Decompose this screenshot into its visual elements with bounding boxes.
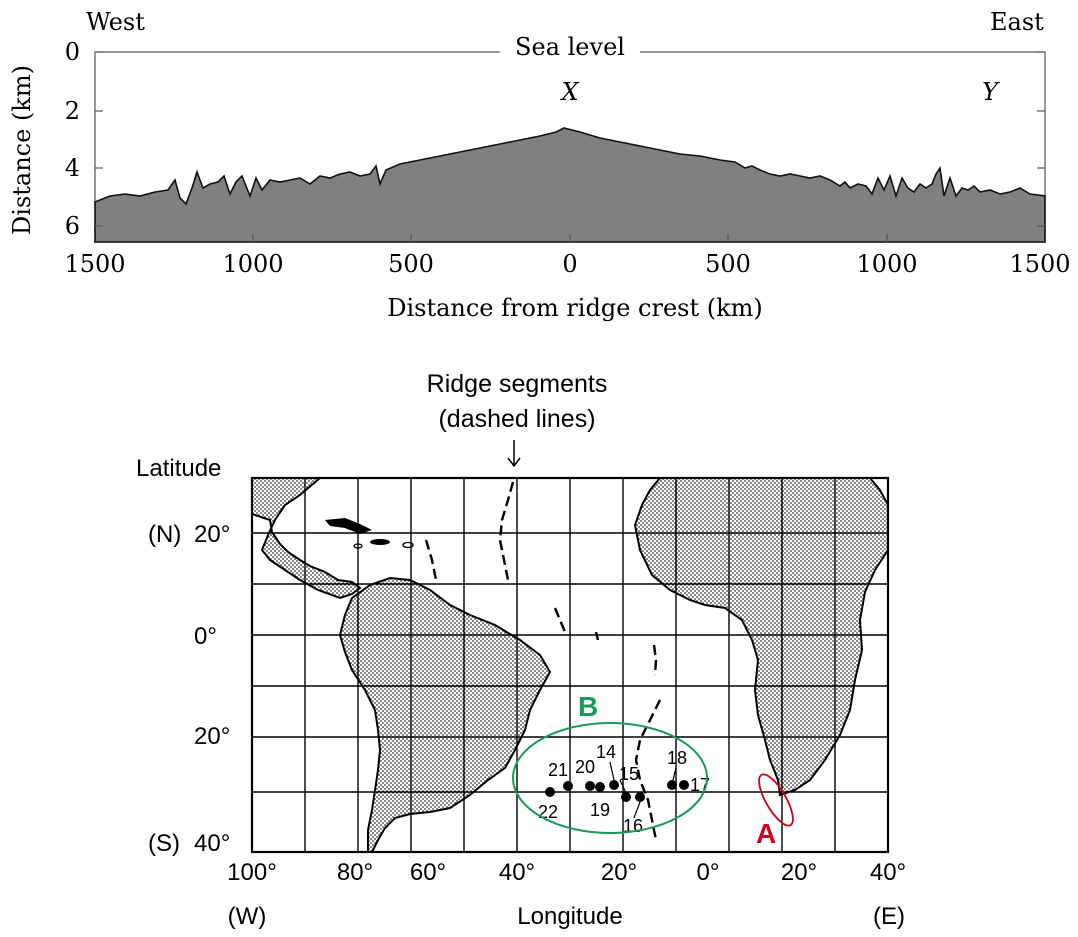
region-a-label: A (756, 818, 776, 849)
x-tick-w500: 500 (388, 250, 434, 278)
east-hemisphere-label: (E) (873, 903, 905, 930)
x-tick-w1000: 1000 (222, 250, 283, 278)
site-label-14: 14 (596, 742, 616, 762)
site-label-20: 20 (575, 757, 595, 777)
x-tick-0: 0 (562, 250, 577, 278)
ridge-segments (424, 481, 662, 841)
lon-tick-0: 0° (697, 859, 720, 886)
hispaniola-island (370, 539, 390, 545)
profile-y-label: Distance (km) (8, 65, 36, 235)
site-label-19: 19 (590, 800, 610, 820)
marker-y: Y (982, 78, 1000, 106)
x-tick-e1000: 1000 (856, 250, 917, 278)
sea-level-gap (500, 46, 640, 58)
lat-tick-0: 0° (194, 623, 217, 650)
ridge-profile-chart: West East Sea level 0 2 4 6 Distance (km… (8, 8, 1071, 322)
site-label-15: 15 (619, 764, 639, 784)
site-label-18: 18 (667, 748, 687, 768)
atlantic-map: Ridge segments (dashed lines) (136, 370, 906, 930)
y-tick-6: 6 (65, 212, 80, 240)
south-label: (S) (148, 830, 180, 857)
x-tick-e500: 500 (705, 250, 751, 278)
caribbean-islands (325, 518, 372, 534)
profile-x-label: Distance from ridge crest (km) (387, 294, 763, 322)
site-dot-22 (545, 787, 555, 797)
map-frame (250, 476, 890, 854)
region-b-ellipse (512, 722, 708, 834)
site-label-21: 21 (548, 760, 568, 780)
ridge-label-line1: Ridge segments (427, 370, 608, 398)
lat-tick-40s: 40° (194, 830, 230, 857)
ridge-label-line2: (dashed lines) (438, 405, 595, 433)
site-dot-19 (595, 782, 605, 792)
longitude-label: Longitude (517, 903, 622, 930)
lon-tick-80w: 80° (337, 859, 373, 886)
lon-tick-60w: 60° (410, 859, 446, 886)
y-tick-2: 2 (65, 97, 80, 125)
west-hemisphere-label: (W) (228, 903, 267, 930)
site-dot-14 (609, 780, 619, 790)
site-dot-15 (621, 792, 631, 802)
x-tick-w1500: 1500 (64, 250, 125, 278)
west-label: West (86, 8, 145, 36)
sample-sites (545, 780, 689, 802)
longitude-ticks: 100° 80° 60° 40° 20° 0° 20° 40° (227, 859, 906, 886)
site-dot-21 (563, 781, 573, 791)
x-tick-e1500: 1500 (1009, 250, 1070, 278)
region-b-label: B (578, 691, 598, 722)
lon-tick-20e: 20° (781, 859, 817, 886)
ridge-pointer-arrow (507, 440, 521, 468)
north-america-landmass (252, 478, 362, 600)
site-leader-lines (609, 761, 677, 819)
latitude-label: Latitude (136, 455, 221, 482)
sea-level-label: Sea level (515, 33, 625, 61)
site-dot-18 (667, 780, 677, 790)
lon-tick-40w: 40° (499, 859, 535, 886)
lon-tick-100w: 100° (227, 859, 277, 886)
profile-x-axis (252, 234, 888, 242)
marker-x: X (559, 78, 579, 106)
africa-landmass (633, 478, 888, 797)
seafloor-profile (94, 127, 1046, 243)
site-label-22: 22 (538, 802, 558, 822)
lon-tick-20w: 20° (601, 859, 637, 886)
site-dot-16 (635, 792, 645, 802)
profile-y-axis (95, 51, 1045, 227)
east-label: East (990, 8, 1044, 36)
puerto-rico-island (402, 541, 414, 549)
north-label: (N) (148, 521, 181, 548)
y-tick-0: 0 (65, 38, 80, 66)
site-dot-20 (585, 781, 595, 791)
south-america-landmass (338, 576, 552, 852)
region-a-ellipse (758, 773, 794, 827)
site-dot-17 (679, 780, 689, 790)
lat-tick-20n: 20° (194, 521, 230, 548)
lat-tick-20s: 20° (194, 723, 230, 750)
y-tick-4: 4 (65, 154, 80, 182)
lon-tick-40e: 40° (870, 859, 906, 886)
